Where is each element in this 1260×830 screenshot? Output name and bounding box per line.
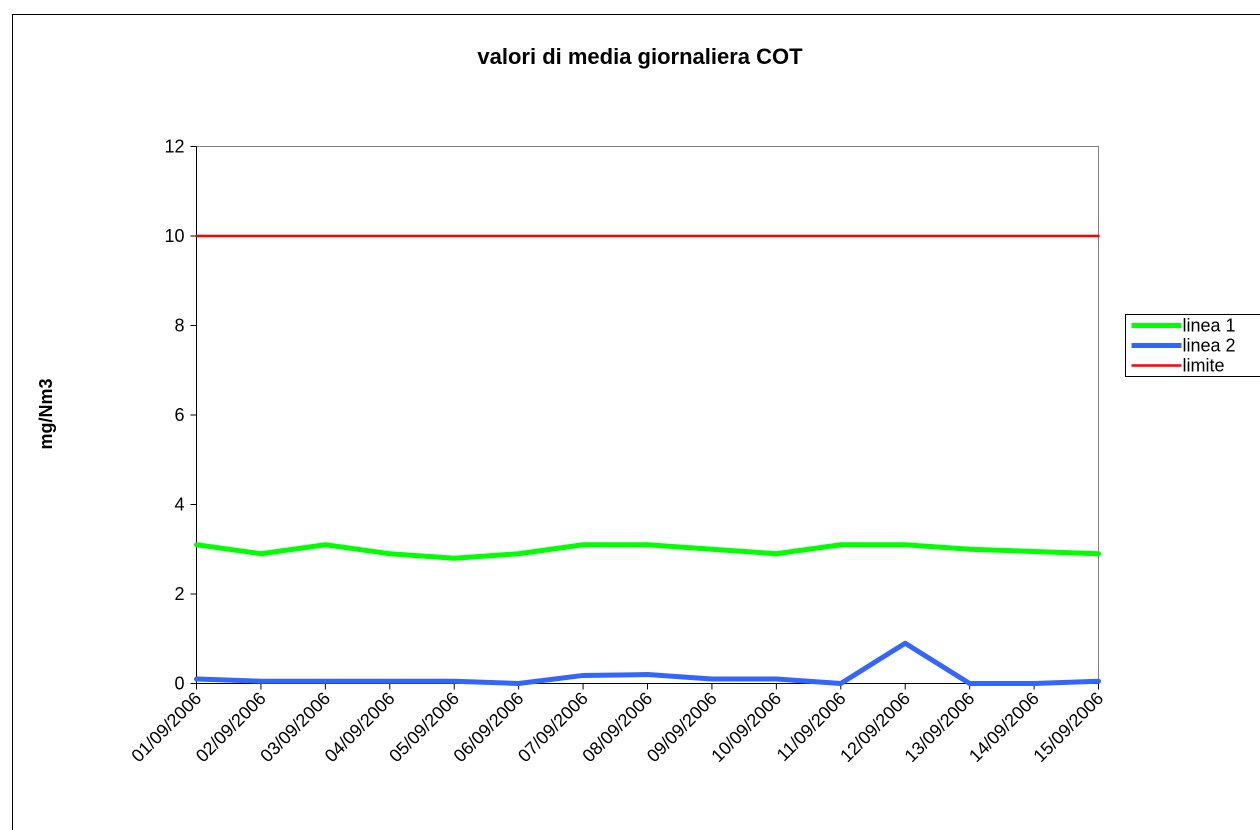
series-line (194, 640, 1101, 686)
chart-title: valori di media giornaliera COT (477, 44, 803, 69)
legend-label: linea 2 (1183, 336, 1236, 356)
legend-label: linea 1 (1183, 316, 1236, 336)
y-tick-label: 6 (174, 405, 184, 425)
y-tick-label: 10 (164, 226, 184, 246)
y-axis-label: mg/Nm3 (36, 378, 56, 449)
y-tick-label: 2 (174, 584, 184, 604)
y-tick-label: 4 (174, 495, 184, 515)
legend-label: limite (1183, 356, 1225, 376)
y-tick-label: 12 (164, 137, 184, 157)
series-line (194, 542, 1101, 561)
plot-area (196, 146, 1099, 684)
y-tick-label: 8 (174, 316, 184, 336)
y-tick-label: 0 (174, 674, 184, 694)
